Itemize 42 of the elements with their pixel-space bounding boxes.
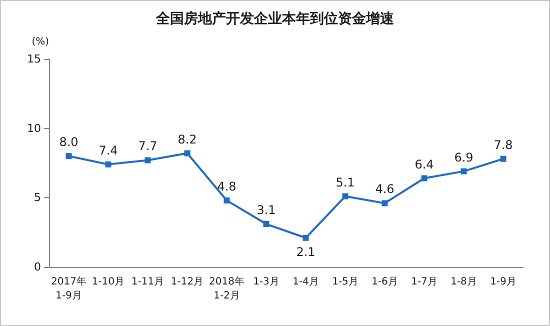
point — [263, 221, 270, 228]
x-tick-label: 1-6月 — [372, 276, 398, 288]
x-tick-label: 1-8月 — [450, 276, 477, 288]
point — [66, 153, 72, 160]
data-label: 6.9 — [454, 150, 474, 164]
point — [460, 168, 467, 174]
x-tick-label: 1-4月 — [292, 276, 319, 288]
x-tick-label: 1-7月 — [411, 276, 438, 288]
y-tick-label: 0 — [34, 260, 41, 274]
chart-title: 全国房地产开发企业本年到位资金增速 — [155, 10, 395, 27]
data-label: 5.1 — [336, 175, 355, 190]
x-tick-label: 1-12月 — [170, 276, 204, 288]
point — [302, 234, 309, 241]
point — [224, 197, 230, 204]
data-label: 7.4 — [98, 143, 118, 158]
point — [184, 150, 190, 156]
point — [144, 157, 151, 164]
point — [421, 175, 428, 182]
x-tick-label: 1-9月 — [490, 276, 516, 288]
x-tick-label: 1-3月 — [253, 276, 280, 288]
x-tick-label: 2017年 1-9月 — [51, 276, 86, 302]
data-label: 7.8 — [494, 138, 513, 152]
x-tick-label: 2018年 1-2月 — [209, 276, 244, 302]
data-label: 4.6 — [375, 182, 394, 196]
data-label: 8.0 — [59, 135, 78, 150]
y-tick-label: 10 — [27, 122, 41, 135]
point — [382, 200, 388, 206]
x-tick-label: 1-11月 — [131, 276, 164, 288]
data-label: 3.1 — [256, 203, 276, 218]
data-label: 2.1 — [296, 244, 316, 259]
y-axis-title: (%) — [32, 36, 50, 48]
y-tick-label: 15 — [27, 52, 41, 66]
y-tick-label: 5 — [34, 191, 41, 204]
data-label: 4.8 — [217, 179, 236, 194]
data-label: 7.7 — [138, 139, 158, 154]
point — [105, 161, 112, 168]
data-label: 8.2 — [178, 132, 197, 146]
x-tick-label: 1-10月 — [92, 276, 125, 288]
point — [500, 156, 506, 162]
x-tick-label: 1-5月 — [332, 276, 358, 288]
data-label: 6.4 — [414, 157, 434, 172]
point — [342, 193, 348, 200]
